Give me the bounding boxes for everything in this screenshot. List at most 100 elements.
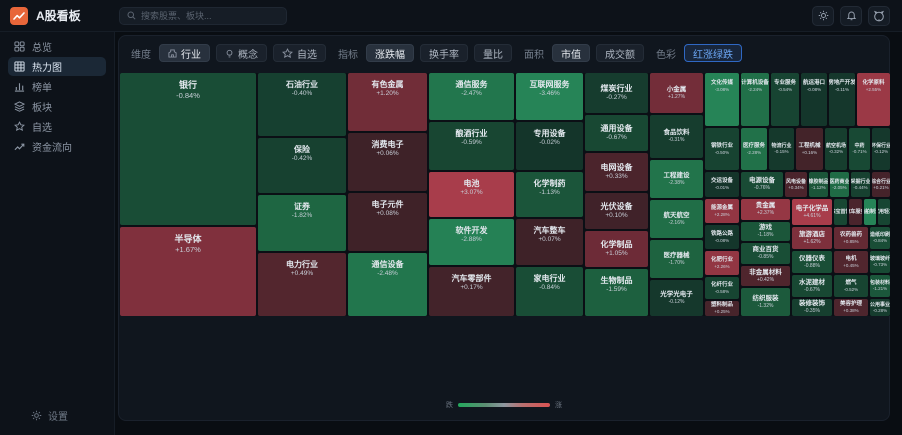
treemap-cell[interactable]: 计算机设备 -2.24% [741, 73, 769, 126]
treemap-cell[interactable]: 塑料制品 +0.25% [705, 301, 739, 316]
treemap-cell[interactable]: 仪器仪表 -0.88% [792, 251, 832, 273]
treemap-cell[interactable]: 有色金属 +1.20% [348, 73, 427, 131]
treemap-cell[interactable]: 家电行业 -0.84% [516, 267, 583, 316]
treemap-cell[interactable]: 煤炭行业 -0.27% [585, 73, 648, 113]
treemap-cell[interactable]: 石油行业 -0.40% [258, 73, 346, 136]
treemap-cell[interactable]: 航空机场 -0.32% [825, 128, 847, 170]
treemap-cell[interactable]: 化学原料 +2.55% [857, 73, 890, 126]
search-input[interactable] [141, 10, 279, 21]
treemap-cell[interactable]: 家用轻工 [878, 199, 890, 225]
toolbar-chip-2-1[interactable]: 成交额 [596, 44, 644, 62]
sidebar-item-4[interactable]: 自选 [8, 117, 106, 136]
treemap-cell[interactable]: 化学制品 +1.05% [585, 231, 648, 267]
treemap-cell[interactable]: 软件开发 -2.88% [429, 219, 514, 265]
treemap-cell[interactable]: 食品饮料 -0.31% [650, 115, 703, 158]
treemap-cell[interactable]: 酿酒行业 -0.59% [429, 122, 514, 170]
github-link-button[interactable] [868, 5, 890, 26]
treemap-cell[interactable]: 交运设备 -0.01% [705, 172, 739, 197]
sidebar-item-settings[interactable]: 设置 [31, 408, 68, 423]
treemap-cell[interactable]: 化肥行业 +2.26% [705, 251, 739, 275]
treemap-cell[interactable]: 船舶制造 [864, 199, 876, 225]
treemap-cell[interactable]: 化纤行业 -0.58% [705, 277, 739, 299]
treemap-cell[interactable]: 汽车整车 +0.07% [516, 219, 583, 265]
treemap-cell[interactable]: 电网设备 +0.33% [585, 153, 648, 191]
toolbar-chip-0-2[interactable]: 自选 [273, 44, 326, 62]
treemap-cell[interactable]: 公用事业 -0.28% [870, 299, 890, 316]
treemap-cell[interactable]: 游戏 -1.18% [741, 222, 790, 241]
treemap-cell[interactable]: 专业服务 -0.54% [771, 73, 799, 126]
treemap-cell[interactable]: 保险 -0.42% [258, 138, 346, 193]
treemap-cell[interactable]: 物流行业 -0.15% [769, 128, 794, 170]
treemap-cell[interactable]: 光伏设备 +0.10% [585, 193, 648, 229]
treemap-cell[interactable]: 铁路公路 -0.08% [705, 225, 739, 249]
treemap-cell[interactable]: 装修装饰 -0.35% [792, 299, 832, 316]
treemap-cell[interactable]: 纺织服装 -1.32% [741, 288, 790, 316]
treemap-cell[interactable]: 综合行业 +0.21% [872, 172, 890, 197]
sidebar-item-3[interactable]: 板块 [8, 97, 106, 116]
treemap-cell[interactable]: 工程机械 +0.16% [796, 128, 823, 170]
treemap-cell[interactable]: 钢铁行业 -0.50% [705, 128, 739, 170]
treemap-cell[interactable]: 专用设备 -0.02% [516, 122, 583, 170]
toolbar-chip-1-1[interactable]: 换手率 [420, 44, 468, 62]
treemap-cell[interactable]: 电源设备 -0.76% [741, 172, 783, 197]
treemap-cell[interactable]: 证券 -1.82% [258, 195, 346, 251]
search-box[interactable] [119, 6, 287, 25]
theme-toggle-button[interactable] [812, 5, 834, 26]
treemap-cell[interactable]: 工程建设 -2.38% [650, 160, 703, 198]
treemap-cell[interactable]: 消费电子 +0.06% [348, 133, 427, 191]
treemap-cell[interactable]: 电池 +3.07% [429, 172, 514, 217]
treemap-cell[interactable]: 房地产开发 -0.11% [829, 73, 855, 126]
treemap-cell[interactable]: 贵金属 +2.37% [741, 199, 790, 220]
treemap-cell[interactable]: 文化传媒 -3.08% [705, 73, 739, 126]
sidebar-item-0[interactable]: 总览 [8, 37, 106, 56]
treemap-cell[interactable]: 电子化学品 +4.61% [792, 199, 832, 225]
treemap-cell[interactable]: 橡胶制品 -1.12% [809, 172, 828, 197]
treemap-cell[interactable]: 银行 -0.84% [120, 73, 256, 225]
toolbar-chip-2-0[interactable]: 市值 [552, 44, 590, 62]
treemap-cell[interactable]: 包装材料 -1.21% [870, 275, 890, 297]
treemap-cell[interactable]: 生物制品 -1.59% [585, 269, 648, 316]
treemap-cell[interactable]: 电机 +0.45% [834, 251, 868, 273]
treemap-cell[interactable]: 互联网服务 -3.46% [516, 73, 583, 120]
treemap-cell[interactable]: 半导体 +1.67% [120, 227, 256, 316]
treemap-cell[interactable]: 美容护理 +0.38% [834, 299, 868, 316]
treemap-cell[interactable]: 通信服务 -2.47% [429, 73, 514, 120]
treemap-cell[interactable]: 环保行业 -0.12% [872, 128, 890, 170]
treemap-cell[interactable]: 风电设备 +0.34% [785, 172, 807, 197]
treemap-cell[interactable]: 电子元件 +0.08% [348, 193, 427, 251]
sidebar-item-5[interactable]: 资金流向 [8, 137, 106, 156]
treemap-cell[interactable]: 玻璃玻纤 -0.73% [870, 251, 890, 273]
treemap-cell[interactable]: 汽车零部件 +0.17% [429, 267, 514, 316]
treemap-cell[interactable]: 医药商业 -2.05% [830, 172, 849, 197]
treemap-cell[interactable]: 中药 -0.71% [849, 128, 870, 170]
treemap-cell[interactable]: 汽车服务 [849, 199, 862, 225]
treemap-cell[interactable]: 电力行业 +0.49% [258, 253, 346, 316]
treemap-cell[interactable]: 通用设备 -0.67% [585, 115, 648, 151]
treemap-cell[interactable]: 能源金属 +2.28% [705, 199, 739, 223]
toolbar-chip-1-2[interactable]: 量比 [474, 44, 512, 62]
treemap-cell[interactable]: 非金属材料 +0.42% [741, 266, 790, 286]
treemap-cell[interactable]: 采掘行业 -0.44% [851, 172, 870, 197]
sidebar-item-1[interactable]: 热力图 [8, 57, 106, 76]
treemap-cell[interactable]: 农药兽药 +0.85% [834, 227, 868, 249]
treemap-cell[interactable]: 航运港口 -0.08% [801, 73, 827, 126]
toolbar-chip-0-1[interactable]: 概念 [216, 44, 267, 62]
treemap-cell[interactable]: 光学光电子 -0.12% [650, 280, 703, 316]
treemap-cell[interactable]: 化学制药 -1.13% [516, 172, 583, 217]
treemap-cell[interactable]: 小金属 +1.27% [650, 73, 703, 113]
toolbar-chip-0-0[interactable]: 行业 [159, 44, 210, 62]
treemap-cell[interactable]: 珠宝首饰 [834, 199, 847, 225]
treemap-cell[interactable]: 医疗服务 -2.28% [741, 128, 767, 170]
notifications-button[interactable] [840, 5, 862, 26]
sidebar-item-2[interactable]: 榜单 [8, 77, 106, 96]
treemap-cell[interactable]: 水泥建材 -0.67% [792, 275, 832, 297]
toolbar-chip-3-0[interactable]: 红涨绿跌 [684, 44, 742, 62]
toolbar-chip-1-0[interactable]: 涨跌幅 [366, 44, 414, 62]
treemap-cell[interactable]: 航天航空 -2.16% [650, 200, 703, 238]
treemap-cell[interactable]: 医疗器械 -1.70% [650, 240, 703, 278]
treemap-cell[interactable]: 通信设备 -2.48% [348, 253, 427, 316]
treemap-cell[interactable]: 燃气 -0.52% [834, 275, 868, 297]
treemap-cell[interactable]: 造纸印刷 -0.84% [870, 227, 890, 249]
treemap-cell[interactable]: 旅游酒店 +1.62% [792, 227, 832, 249]
treemap-cell[interactable]: 商业百货 -0.85% [741, 243, 790, 264]
